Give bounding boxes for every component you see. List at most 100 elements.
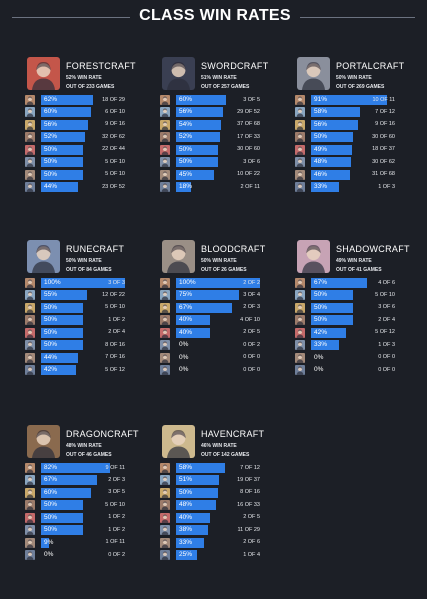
opponent-portrait [25, 525, 35, 536]
record-label: 3 OF 5 [108, 489, 125, 496]
record-label: 1 OF 11 [105, 539, 125, 546]
win-rate-label: 42% [314, 328, 328, 336]
forestcraft-win-rate: 52% WIN RATE [66, 75, 102, 81]
win-rate-label: 82% [44, 464, 58, 471]
bar-track: 52% 32 OF 62 [41, 132, 125, 143]
win-rate-label: 33% [179, 538, 193, 546]
bar-track: 33% 1 OF 3 [311, 182, 395, 193]
win-rate-label: 50% [179, 145, 193, 153]
bar-track: 50% 3 OF 6 [176, 157, 260, 168]
header-divider-right [300, 17, 415, 18]
win-rate-bar [311, 278, 368, 288]
bar-track: 62% 18 OF 29 [41, 95, 125, 105]
bar-track: 48% 30 OF 62 [311, 157, 395, 168]
bar-track: 91% 10 OF 11 [311, 95, 395, 105]
matchup-row: 67% 2 OF 3 [25, 475, 155, 486]
win-rate-label: 40% [179, 328, 193, 336]
havencraft-win-rate: 46% WIN RATE [201, 443, 237, 449]
bar-track: 45% 10 OF 22 [176, 169, 260, 180]
record-label: 17 OF 33 [237, 133, 260, 140]
opponent-portrait [25, 107, 35, 118]
matchup-row: 100% 2 OF 2 [160, 278, 290, 288]
record-label: 0 OF 0 [378, 354, 395, 361]
bar-track: 33% 2 OF 6 [176, 537, 260, 548]
record-label: 5 OF 10 [105, 304, 125, 311]
record-label: 22 OF 44 [102, 146, 125, 153]
matchup-row: 40% 2 OF 5 [160, 512, 290, 523]
record-label: 9 OF 16 [105, 121, 125, 128]
bar-track: 50% 1 OF 2 [41, 525, 125, 536]
bar-track: 75% 3 OF 4 [176, 290, 260, 301]
opponent-portrait [295, 340, 305, 351]
win-rate-label: 50% [179, 158, 193, 166]
matchup-row: 0% 0 OF 0 [295, 352, 425, 363]
record-label: 7 OF 12 [375, 108, 395, 115]
record-label: 5 OF 10 [105, 158, 125, 165]
matchup-row: 67% 4 OF 6 [295, 278, 425, 288]
win-rate-label: 50% [314, 291, 328, 299]
bar-track: 48% 16 OF 33 [176, 500, 260, 511]
opponent-portrait [160, 537, 170, 548]
swordcraft-portrait [162, 57, 195, 90]
matchup-row: 0% 0 OF 0 [295, 365, 425, 376]
opponent-portrait [160, 95, 170, 105]
win-rate-label: 50% [44, 303, 58, 311]
bar-track: 82% 9 OF 11 [41, 463, 125, 473]
runecraft-matchups: 100% 3 OF 3 55% 12 OF 22 50% 5 OF 10 50% 1 OF 2… [25, 278, 155, 378]
win-rate-label: 56% [179, 108, 193, 116]
matchup-row: 50% 8 OF 16 [25, 340, 155, 351]
win-rate-label: 50% [44, 316, 58, 324]
win-rate-bar [311, 315, 353, 326]
matchup-row: 0% 0 OF 0 [160, 352, 290, 363]
record-label: 0 OF 0 [243, 366, 260, 373]
opponent-portrait [25, 182, 35, 193]
matchup-row: 56% 9 OF 16 [25, 119, 155, 130]
havencraft-portrait [162, 425, 195, 458]
bar-track: 0% 0 OF 2 [41, 550, 125, 560]
shadowcraft-win-rate: 49% WIN RATE [336, 258, 372, 264]
record-label: 1 OF 4 [243, 551, 260, 558]
opponent-portrait [160, 315, 170, 326]
win-rate-bar [176, 278, 260, 288]
win-rate-bar [176, 525, 208, 536]
win-rate-bar [176, 463, 225, 473]
opponent-portrait [160, 144, 170, 155]
win-rate-bar [176, 475, 219, 486]
swordcraft-games: OUT OF 257 GAMES [201, 84, 250, 90]
record-label: 2 OF 5 [243, 514, 260, 521]
opponent-portrait [295, 182, 305, 193]
portalcraft-portrait [297, 57, 330, 90]
opponent-portrait [160, 550, 170, 561]
opponent-portrait [295, 144, 305, 155]
win-rate-label: 45% [179, 170, 193, 178]
opponent-portrait [160, 365, 170, 376]
matchup-row: 45% 10 OF 22 [160, 169, 290, 180]
win-rate-label: 40% [179, 513, 193, 521]
bar-track: 50% 30 OF 60 [176, 144, 260, 155]
win-rate-label: 0% [179, 366, 189, 374]
record-label: 3 OF 3 [108, 279, 125, 286]
win-rate-label: 50% [44, 341, 58, 349]
opponent-portrait [25, 352, 35, 363]
matchup-row: 50% 2 OF 4 [25, 327, 155, 338]
win-rate-bar [41, 475, 98, 486]
win-rate-bar [311, 132, 353, 143]
win-rate-bar [311, 119, 359, 130]
win-rate-bar [176, 487, 218, 498]
opponent-portrait [25, 169, 35, 180]
bar-track: 38% 11 OF 29 [176, 525, 260, 536]
bar-track: 58% 7 OF 12 [176, 463, 260, 473]
record-label: 5 OF 10 [105, 171, 125, 178]
record-label: 3 OF 5 [243, 96, 260, 103]
header-divider-left [12, 17, 130, 18]
bar-track: 50% 5 OF 10 [311, 290, 395, 301]
opponent-portrait [295, 290, 305, 301]
bar-track: 0% 0 OF 0 [311, 365, 395, 375]
bar-track: 50% 22 OF 44 [41, 144, 125, 155]
win-rate-label: 50% [44, 170, 58, 178]
bar-track: 9% 1 OF 11 [41, 537, 125, 548]
opponent-portrait [160, 119, 170, 130]
win-rate-bar [311, 302, 353, 313]
record-label: 2 OF 2 [243, 279, 260, 286]
win-rate-bar [311, 327, 347, 338]
